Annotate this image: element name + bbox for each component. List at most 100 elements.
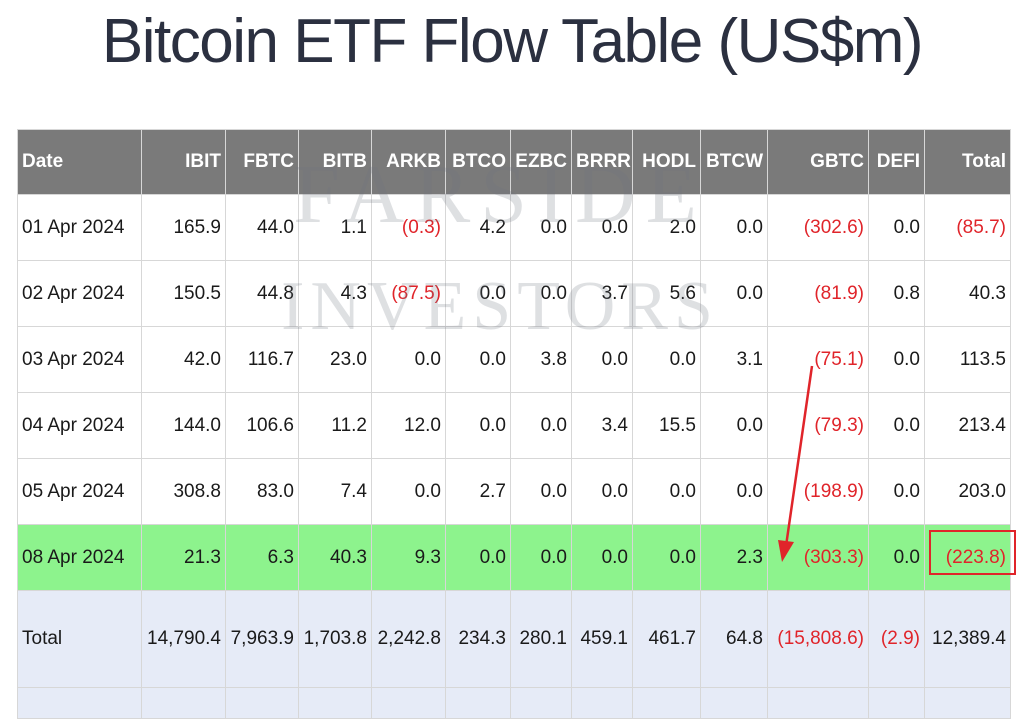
cell-defi: 0.0 — [868, 524, 925, 591]
cell-total: 113.5 — [924, 326, 1011, 393]
column-header-ezbc: EZBC — [510, 129, 572, 195]
empty-cell — [445, 687, 511, 719]
cell-btco: 234.3 — [445, 590, 511, 688]
header-row: Date IBIT FBTC BITB ARKB BTCO EZBC BRRR HODL BTCW… — [17, 129, 1011, 195]
empty-cell — [868, 687, 925, 719]
cell-hodl: 5.6 — [632, 260, 701, 327]
cell-ezbc: 0.0 — [510, 524, 572, 591]
empty-cell — [571, 687, 633, 719]
cell-gbtc: (303.3) — [767, 524, 869, 591]
empty-cell — [371, 687, 446, 719]
cell-ibit: 308.8 — [141, 458, 226, 525]
table-row: 04 Apr 2024 144.0 106.6 11.2 12.0 0.0 0.0 3.4 15… — [17, 392, 1011, 459]
column-header-fbtc: FBTC — [225, 129, 299, 195]
cell-hodl: 0.0 — [632, 458, 701, 525]
cell-btcw: 64.8 — [700, 590, 768, 688]
column-header-btco: BTCO — [445, 129, 511, 195]
table-row-partial — [17, 687, 1011, 719]
cell-ezbc: 0.0 — [510, 194, 572, 261]
cell-btcw: 0.0 — [700, 260, 768, 327]
column-header-btcw: BTCW — [700, 129, 768, 195]
cell-fbtc: 83.0 — [225, 458, 299, 525]
cell-brrr: 0.0 — [571, 458, 633, 525]
cell-bitb: 4.3 — [298, 260, 372, 327]
cell-fbtc: 44.0 — [225, 194, 299, 261]
cell-btco: 0.0 — [445, 392, 511, 459]
cell-arkb: 2,242.8 — [371, 590, 446, 688]
cell-date: Total — [17, 590, 142, 688]
column-header-date: Date — [17, 129, 142, 195]
cell-date: 02 Apr 2024 — [17, 260, 142, 327]
cell-total: 40.3 — [924, 260, 1011, 327]
etf-flow-table: Date IBIT FBTC BITB ARKB BTCO EZBC BRRR HODL BTCW… — [17, 129, 1011, 719]
cell-brrr: 3.4 — [571, 392, 633, 459]
cell-bitb: 1,703.8 — [298, 590, 372, 688]
cell-arkb: 12.0 — [371, 392, 446, 459]
cell-brrr: 0.0 — [571, 194, 633, 261]
cell-gbtc: (75.1) — [767, 326, 869, 393]
cell-brrr: 0.0 — [571, 326, 633, 393]
cell-total: 203.0 — [924, 458, 1011, 525]
cell-defi: 0.0 — [868, 458, 925, 525]
empty-cell — [17, 687, 142, 719]
cell-arkb: 0.0 — [371, 458, 446, 525]
cell-btcw: 2.3 — [700, 524, 768, 591]
cell-arkb: 9.3 — [371, 524, 446, 591]
highlight-box-annotation — [929, 530, 1016, 575]
cell-date: 04 Apr 2024 — [17, 392, 142, 459]
cell-ibit: 144.0 — [141, 392, 226, 459]
cell-fbtc: 6.3 — [225, 524, 299, 591]
cell-btcw: 0.0 — [700, 458, 768, 525]
cell-btcw: 0.0 — [700, 194, 768, 261]
cell-gbtc: (198.9) — [767, 458, 869, 525]
column-header-brrr: BRRR — [571, 129, 633, 195]
cell-defi: 0.8 — [868, 260, 925, 327]
cell-brrr: 459.1 — [571, 590, 633, 688]
cell-hodl: 2.0 — [632, 194, 701, 261]
cell-ezbc: 0.0 — [510, 458, 572, 525]
column-header-defi: DEFI — [868, 129, 925, 195]
total-row: Total 14,790.4 7,963.9 1,703.8 2,242.8 234.3 2… — [17, 590, 1011, 688]
column-header-total: Total — [924, 129, 1011, 195]
cell-arkb: 0.0 — [371, 326, 446, 393]
empty-cell — [632, 687, 701, 719]
cell-fbtc: 106.6 — [225, 392, 299, 459]
cell-btcw: 3.1 — [700, 326, 768, 393]
cell-ezbc: 3.8 — [510, 326, 572, 393]
cell-date: 05 Apr 2024 — [17, 458, 142, 525]
empty-cell — [298, 687, 372, 719]
table-row: 05 Apr 2024 308.8 83.0 7.4 0.0 2.7 0.0 0.0 0.0 0.… — [17, 458, 1011, 525]
cell-total: (85.7) — [924, 194, 1011, 261]
cell-bitb: 40.3 — [298, 524, 372, 591]
cell-total: (223.8) — [924, 524, 1011, 591]
empty-cell — [225, 687, 299, 719]
cell-hodl: 461.7 — [632, 590, 701, 688]
column-header-bitb: BITB — [298, 129, 372, 195]
empty-cell — [510, 687, 572, 719]
cell-bitb: 1.1 — [298, 194, 372, 261]
cell-btco: 0.0 — [445, 524, 511, 591]
cell-arkb: (0.3) — [371, 194, 446, 261]
table-header: Date IBIT FBTC BITB ARKB BTCO EZBC BRRR HODL BTCW… — [17, 129, 1011, 195]
column-header-gbtc: GBTC — [767, 129, 869, 195]
empty-cell — [767, 687, 869, 719]
cell-bitb: 7.4 — [298, 458, 372, 525]
cell-defi: (2.9) — [868, 590, 925, 688]
cell-ibit: 150.5 — [141, 260, 226, 327]
cell-total: 12,389.4 — [924, 590, 1011, 688]
cell-defi: 0.0 — [868, 194, 925, 261]
empty-cell — [924, 687, 1011, 719]
cell-ibit: 14,790.4 — [141, 590, 226, 688]
cell-brrr: 3.7 — [571, 260, 633, 327]
table-row: 02 Apr 2024 150.5 44.8 4.3 (87.5) 0.0 0.0 3.7 5.… — [17, 260, 1011, 327]
cell-ezbc: 0.0 — [510, 392, 572, 459]
cell-btco: 0.0 — [445, 260, 511, 327]
column-header-ibit: IBIT — [141, 129, 226, 195]
cell-fbtc: 7,963.9 — [225, 590, 299, 688]
cell-btcw: 0.0 — [700, 392, 768, 459]
table-row: 08 Apr 2024 21.3 6.3 40.3 9.3 0.0 0.0 0.0 0.0 2.3… — [17, 524, 1011, 591]
page-title: Bitcoin ETF Flow Table (US$m) — [101, 7, 924, 76]
cell-defi: 0.0 — [868, 392, 925, 459]
cell-fbtc: 44.8 — [225, 260, 299, 327]
cell-gbtc: (81.9) — [767, 260, 869, 327]
